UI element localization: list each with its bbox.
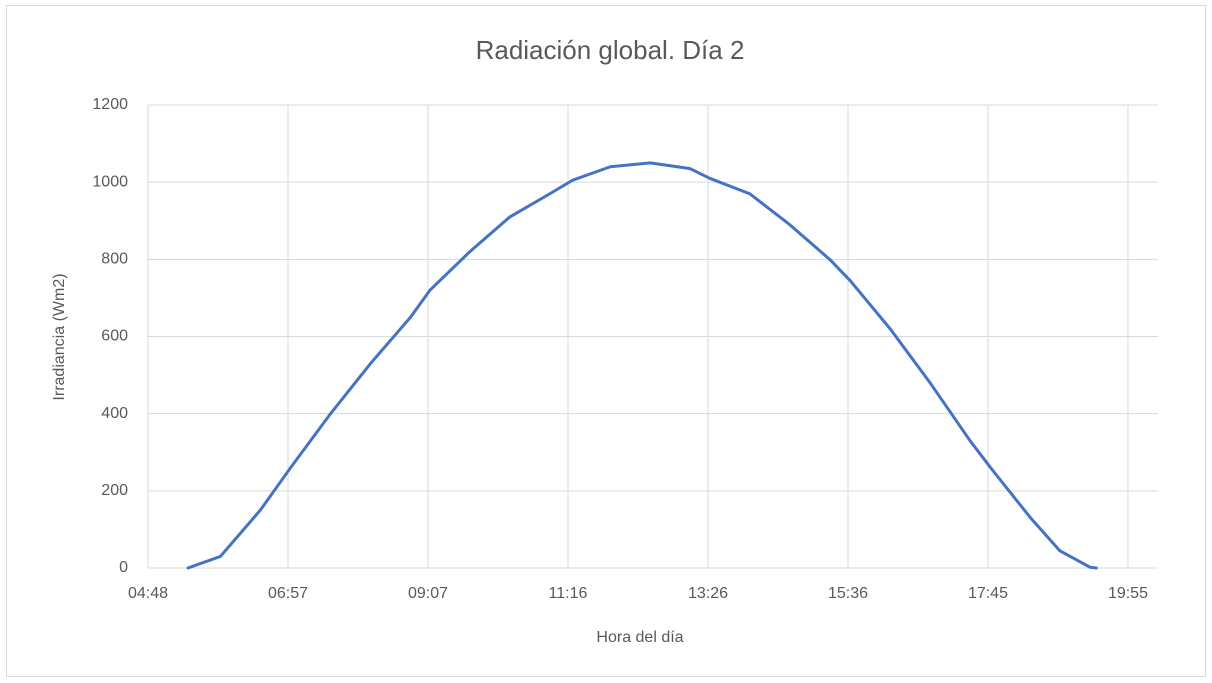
x-axis-label: Hora del día: [596, 629, 683, 646]
line-series: [186, 161, 1098, 570]
x-tick-label: 15:36: [828, 585, 868, 602]
x-tick-label: 04:48: [128, 585, 168, 602]
y-tick-label: 0: [119, 559, 128, 576]
y-tick-label: 800: [101, 251, 128, 268]
x-tick-label: 17:45: [968, 585, 1008, 602]
y-tick-label: 1200: [92, 96, 128, 113]
y-axis-label: Irradiancia (Wm2): [51, 273, 68, 400]
y-tick-label: 400: [101, 405, 128, 422]
x-tick-label: 09:07: [408, 585, 448, 602]
chart-border: [6, 5, 1206, 677]
x-tick-label: 13:26: [688, 585, 728, 602]
x-tick-label: 11:16: [549, 585, 588, 602]
y-tick-label: 1000: [92, 173, 128, 190]
x-tick-label: 19:55: [1108, 585, 1148, 602]
x-tick-label: 06:57: [268, 585, 308, 602]
chart-title: Radiación global. Día 2: [476, 35, 745, 65]
y-tick-label: 600: [101, 328, 128, 345]
y-tick-label: 200: [101, 482, 128, 499]
